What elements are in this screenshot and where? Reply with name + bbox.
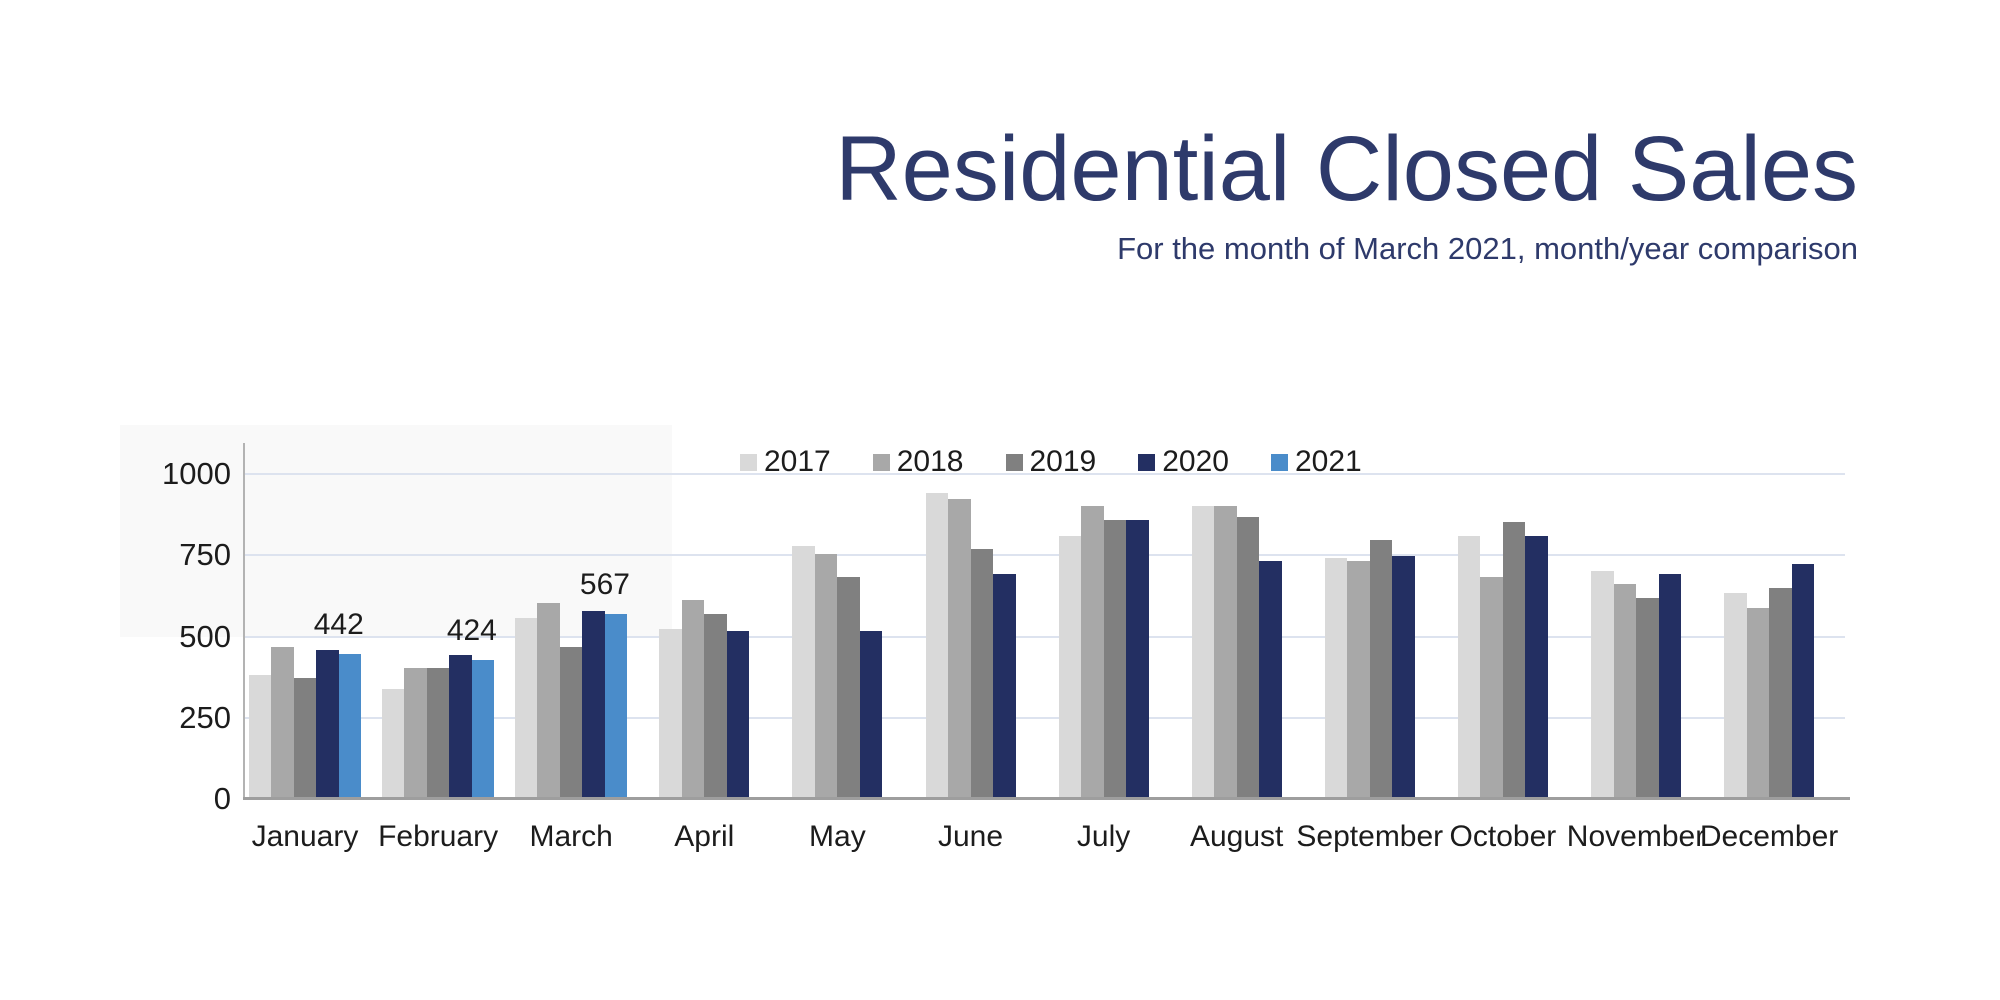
bar-2019-may [837,577,860,798]
bar-2020-march [582,611,605,798]
bar-2018-september [1347,560,1370,798]
data-label-february: 424 [446,614,497,648]
x-label-august: August [1189,820,1284,853]
bar-2019-february [426,668,450,798]
chart-title: Residential Closed Sales [835,118,1858,220]
bar-2018-march [537,603,560,798]
bar-2018-june [948,499,971,798]
bar-2018-february [404,668,427,798]
legend-item-2020: 2020 [1138,445,1229,479]
bar-2020-september [1392,555,1415,798]
x-axis-line [243,797,1850,800]
bar-2018-may [814,554,838,798]
bar-2019-july [1103,520,1127,798]
bar-2020-june [993,573,1016,798]
legend-swatch-2017 [740,453,757,471]
legend-item-2019: 2019 [1005,445,1097,479]
chart-header: Residential Closed Sales For the month o… [0,118,1858,267]
y-axis-line [243,443,245,800]
bar-2020-april [726,630,750,798]
x-label-november: November [1566,820,1706,853]
gridline-750 [243,554,1845,557]
bar-2017-november [1591,570,1614,798]
bar-2020-may [859,630,883,798]
bar-2018-august [1214,505,1237,798]
gridline-250 [243,716,1845,719]
x-label-july: July [1076,820,1131,853]
bar-2018-january [271,646,294,798]
x-label-march: March [529,820,613,853]
x-label-april: April [674,820,735,853]
gridline-500 [243,635,1845,638]
bar-2019-april [704,614,727,798]
bar-2021-march [604,613,628,798]
bar-2019-january [293,677,317,798]
bar-2020-december [1791,564,1815,798]
legend-label-2020: 2020 [1162,445,1229,478]
bar-2020-november [1658,573,1681,798]
data-label-january: 442 [313,608,364,642]
x-label-june: June [937,820,1004,853]
bar-2017-october [1457,536,1481,798]
chart-subtitle: For the month of March 2021, month/year … [1117,231,1858,267]
bar-2020-february [449,655,472,798]
bar-2018-november [1613,583,1636,798]
bar-2021-february [471,660,495,798]
bar-2017-january [248,674,272,798]
x-label-october: October [1449,820,1557,853]
y-tick-1000: 1000 [162,456,231,491]
y-tick-750: 750 [179,537,231,573]
legend-label-2018: 2018 [896,445,964,478]
bar-2017-july [1058,536,1082,798]
bar-2017-september [1324,557,1348,798]
chart-legend: 2017 2018 2019 2020 2021 [740,445,1362,479]
legend-item-2021: 2021 [1271,445,1362,479]
bar-2019-october [1502,521,1526,798]
bar-2017-may [792,546,815,798]
bar-2019-august [1236,516,1260,798]
bar-2020-october [1525,536,1548,798]
legend-swatch-2020 [1138,453,1156,471]
bar-2019-march [559,646,583,798]
bar-2019-december [1769,588,1792,798]
bar-2019-november [1636,598,1659,798]
gridline-1000 [243,473,1845,475]
legend-label-2019: 2019 [1029,445,1097,478]
x-label-december: December [1699,820,1839,853]
bar-2019-september [1369,539,1393,798]
bar-chart: 2017 2018 2019 2020 2021 0 250 500 750 1000 J… [155,425,1915,895]
legend-label-2017: 2017 [764,445,831,478]
bar-2017-december [1724,593,1747,798]
legend-item-2017: 2017 [740,445,831,479]
bar-2017-august [1191,505,1215,798]
bar-2017-february [381,689,405,798]
bar-2021-january [338,654,362,798]
x-label-january: January [251,820,359,853]
bar-2020-august [1259,560,1282,798]
legend-item-2018: 2018 [872,445,964,479]
bar-2018-april [681,599,705,798]
bar-2018-december [1746,607,1770,798]
bar-2018-july [1081,505,1104,798]
legend-label-2021: 2021 [1295,445,1362,478]
bar-2020-july [1126,520,1149,798]
x-label-february: February [378,820,499,853]
y-tick-250: 250 [179,699,231,735]
bar-2017-june [925,492,948,798]
bar-2019-june [970,549,993,798]
bar-2018-october [1480,577,1503,798]
bar-2017-april [659,629,682,798]
x-label-september: September [1296,820,1444,853]
bar-2020-january [316,650,339,798]
legend-swatch-2018 [872,453,890,471]
y-tick-0: 0 [213,781,231,816]
data-label-march: 567 [579,567,630,601]
x-label-may: May [809,820,866,853]
bar-2017-march [514,617,538,798]
legend-swatch-2021 [1271,453,1288,471]
y-tick-500: 500 [179,618,231,654]
legend-swatch-2019 [1005,453,1023,471]
